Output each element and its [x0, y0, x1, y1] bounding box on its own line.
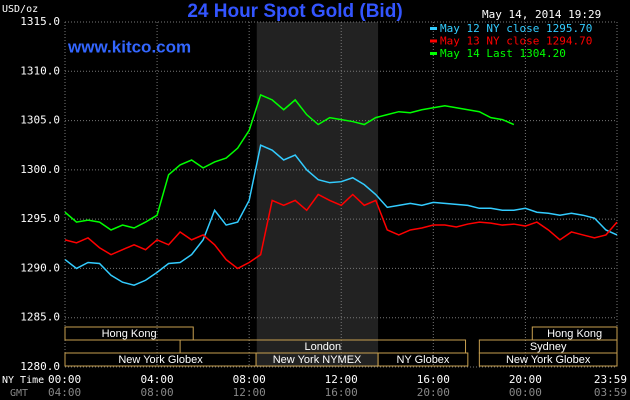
session-label: Hong Kong	[102, 328, 157, 340]
x2-tick-label: 20:00	[417, 386, 450, 399]
y-tick-label: 1285.0	[20, 311, 60, 324]
y-tick-label: 1280.0	[20, 360, 60, 373]
x2-tick-label: 03:59	[594, 386, 627, 399]
website: www.kitco.com	[67, 37, 191, 56]
x-tick-label: 23:59	[594, 373, 627, 386]
y-axis-label: USD/oz	[2, 4, 38, 15]
x2-tick-label: 04:00	[48, 386, 81, 399]
x2-tick-label: 12:00	[233, 386, 266, 399]
legend-entry: May 13 NY close 1294.70	[440, 35, 592, 48]
session-box	[478, 352, 618, 367]
legend-swatch	[430, 27, 437, 30]
legend-swatch	[430, 52, 437, 55]
chart-title: 24 Hour Spot Gold (Bid)	[187, 1, 402, 22]
x2-axis-label: GMT	[10, 388, 28, 399]
series-line	[64, 144, 618, 286]
x-tick-label: 16:00	[417, 373, 450, 386]
session-label: New York NYMEX	[273, 354, 362, 366]
legend-swatch	[430, 39, 437, 43]
session-box	[377, 352, 469, 367]
session-box	[64, 326, 194, 341]
x2-tick-label: 16:00	[325, 386, 358, 399]
series-line	[64, 193, 618, 270]
x-tick-label: 20:00	[509, 373, 542, 386]
y-tick-label: 1290.0	[20, 261, 60, 274]
x-tick-label: 12:00	[325, 373, 358, 386]
session-label: Sydney	[530, 341, 567, 353]
y-tick-label: 1315.0	[20, 15, 60, 28]
timestamp: May 14, 2014 19:29	[482, 8, 601, 21]
legend-entry: May 12 NY close 1295.70	[440, 22, 592, 35]
session-label: London	[304, 341, 341, 353]
y-tick-label: 1295.0	[20, 212, 60, 225]
legend-entry: May 14 Last 1304.20	[440, 47, 566, 60]
x-tick-label: 04:00	[141, 373, 174, 386]
x-axis-label: NY Time	[2, 375, 44, 386]
session-label: New York Globex	[118, 354, 203, 366]
x-tick-label: 00:00	[48, 373, 81, 386]
session-label: Hong Kong	[547, 328, 602, 340]
session-label: NY Globex	[396, 354, 449, 366]
x-tick-label: 08:00	[233, 373, 266, 386]
y-tick-label: 1305.0	[20, 114, 60, 127]
series-line	[64, 93, 515, 231]
y-tick-label: 1310.0	[20, 64, 60, 77]
session-label: New York Globex	[506, 354, 591, 366]
x2-tick-label: 08:00	[141, 386, 174, 399]
y-tick-label: 1300.0	[20, 163, 60, 176]
x2-tick-label: 00:00	[509, 386, 542, 399]
